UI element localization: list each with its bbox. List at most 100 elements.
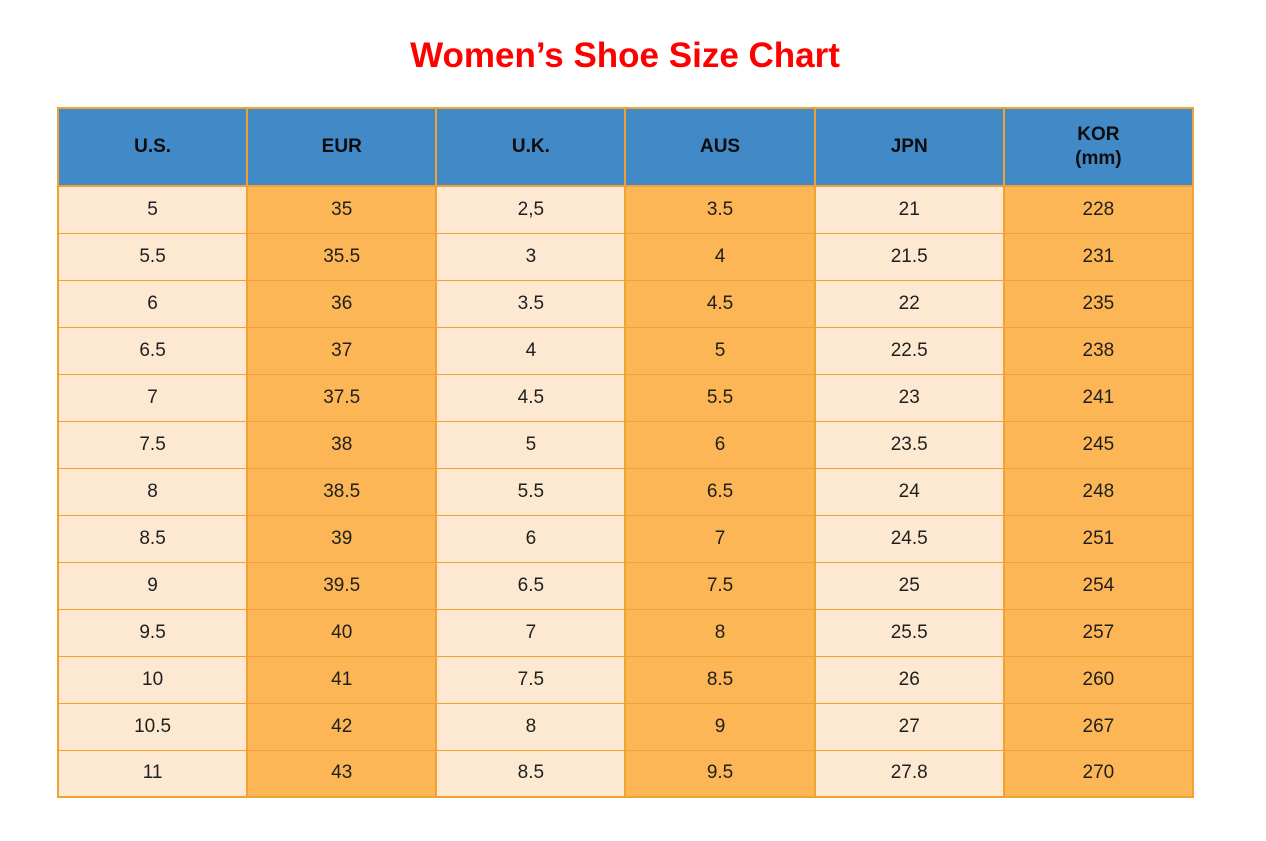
table-row: 7 37.5 4.5 5.5 23 241	[56, 373, 1195, 422]
table-cell: 22	[813, 279, 1005, 328]
table-cell: 9.5	[624, 749, 816, 798]
table-cell: 23	[813, 373, 1005, 422]
table-cell: 2,5	[435, 185, 627, 234]
table-cell: 8	[435, 702, 627, 751]
table-cell: 25	[813, 561, 1005, 610]
table-cell: 228	[1002, 185, 1195, 234]
table-cell: 26	[813, 655, 1005, 704]
table-cell: 254	[1002, 561, 1195, 610]
table-cell: 245	[1002, 420, 1195, 469]
table-row: 5.5 35.5 3 4 21.5 231	[56, 232, 1195, 281]
table-cell: 5.5	[624, 373, 816, 422]
table-cell: 6.5	[435, 561, 627, 610]
table-cell: 11	[56, 749, 249, 798]
table-cell: 7	[56, 373, 249, 422]
table-cell: 8.5	[435, 749, 627, 798]
size-table-body: 5 35 2,5 3.5 21 228 5.5 35.5 3 4 21.5 231 6 36 3.5 4.5 2…	[56, 185, 1195, 798]
col-header-jpn: JPN	[813, 107, 1005, 187]
table-cell: 5.5	[435, 467, 627, 516]
table-cell: 4.5	[624, 279, 816, 328]
table-cell: 257	[1002, 608, 1195, 657]
table-cell: 238	[1002, 326, 1195, 375]
table-cell: 38.5	[246, 467, 438, 516]
table-cell: 24	[813, 467, 1005, 516]
table-cell: 23.5	[813, 420, 1005, 469]
col-header-aus: AUS	[624, 107, 816, 187]
table-cell: 27	[813, 702, 1005, 751]
table-cell: 7.5	[56, 420, 249, 469]
table-cell: 37.5	[246, 373, 438, 422]
header-row: U.S. EUR U.K. AUS JPN KOR (mm)	[56, 107, 1195, 187]
table-row: 11 43 8.5 9.5 27.8 270	[56, 749, 1195, 798]
col-header-kor: KOR (mm)	[1002, 107, 1195, 187]
table-cell: 36	[246, 279, 438, 328]
table-cell: 8.5	[624, 655, 816, 704]
table-cell: 4	[435, 326, 627, 375]
table-cell: 5	[56, 185, 249, 234]
table-cell: 22.5	[813, 326, 1005, 375]
table-row: 6.5 37 4 5 22.5 238	[56, 326, 1195, 375]
table-cell: 10	[56, 655, 249, 704]
table-cell: 3.5	[624, 185, 816, 234]
col-header-kor-unit: (mm)	[1075, 148, 1122, 169]
table-cell: 37	[246, 326, 438, 375]
table-cell: 5.5	[56, 232, 249, 281]
table-cell: 5	[624, 326, 816, 375]
table-row: 8.5 39 6 7 24.5 251	[56, 514, 1195, 563]
table-cell: 4.5	[435, 373, 627, 422]
table-cell: 7.5	[624, 561, 816, 610]
table-cell: 24.5	[813, 514, 1005, 563]
table-row: 5 35 2,5 3.5 21 228	[56, 185, 1195, 234]
table-cell: 9	[624, 702, 816, 751]
table-cell: 8.5	[56, 514, 249, 563]
table-cell: 3.5	[435, 279, 627, 328]
table-cell: 5	[435, 420, 627, 469]
table-cell: 9.5	[56, 608, 249, 657]
table-cell: 43	[246, 749, 438, 798]
table-cell: 7.5	[435, 655, 627, 704]
table-cell: 42	[246, 702, 438, 751]
table-cell: 7	[624, 514, 816, 563]
table-cell: 38	[246, 420, 438, 469]
table-cell: 6	[56, 279, 249, 328]
table-cell: 270	[1002, 749, 1195, 798]
table-cell: 6.5	[624, 467, 816, 516]
table-cell: 35	[246, 185, 438, 234]
table-cell: 8	[624, 608, 816, 657]
table-cell: 10.5	[56, 702, 249, 751]
table-row: 10 41 7.5 8.5 26 260	[56, 655, 1195, 704]
table-cell: 231	[1002, 232, 1195, 281]
table-cell: 241	[1002, 373, 1195, 422]
table-cell: 8	[56, 467, 249, 516]
table-cell: 260	[1002, 655, 1195, 704]
table-cell: 235	[1002, 279, 1195, 328]
table-cell: 41	[246, 655, 438, 704]
table-cell: 7	[435, 608, 627, 657]
table-row: 6 36 3.5 4.5 22 235	[56, 279, 1195, 328]
table-cell: 3	[435, 232, 627, 281]
table-cell: 267	[1002, 702, 1195, 751]
table-row: 8 38.5 5.5 6.5 24 248	[56, 467, 1195, 516]
table-cell: 9	[56, 561, 249, 610]
table-row: 7.5 38 5 6 23.5 245	[56, 420, 1195, 469]
table-cell: 6	[435, 514, 627, 563]
table-cell: 27.8	[813, 749, 1005, 798]
table-cell: 6	[624, 420, 816, 469]
table-cell: 25.5	[813, 608, 1005, 657]
col-header-uk: U.K.	[435, 107, 627, 187]
table-cell: 251	[1002, 514, 1195, 563]
table-cell: 21.5	[813, 232, 1005, 281]
col-header-eur: EUR	[246, 107, 438, 187]
table-cell: 248	[1002, 467, 1195, 516]
col-header-us: U.S.	[56, 107, 249, 187]
table-cell: 35.5	[246, 232, 438, 281]
table-row: 9 39.5 6.5 7.5 25 254	[56, 561, 1195, 610]
table-header: U.S. EUR U.K. AUS JPN KOR (mm)	[56, 107, 1195, 187]
table-cell: 6.5	[56, 326, 249, 375]
table-cell: 40	[246, 608, 438, 657]
table-cell: 21	[813, 185, 1005, 234]
table-cell: 39.5	[246, 561, 438, 610]
table-cell: 39	[246, 514, 438, 563]
col-header-kor-label: KOR	[1077, 124, 1120, 145]
table-row: 9.5 40 7 8 25.5 257	[56, 608, 1195, 657]
